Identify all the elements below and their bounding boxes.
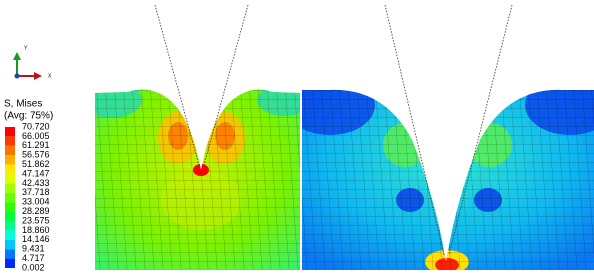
legend-band bbox=[5, 155, 15, 164]
legend-band bbox=[5, 193, 15, 202]
legend-band bbox=[5, 259, 15, 268]
legend-band bbox=[5, 230, 15, 239]
triad-x: X bbox=[48, 73, 52, 79]
color-legend: 70.72066.00561.29156.57651.86247.14742.4… bbox=[5, 121, 50, 272]
legend-band bbox=[5, 165, 15, 174]
left-contour bbox=[82, 80, 313, 272]
legend-label: 0.002 bbox=[22, 262, 45, 272]
legend-band bbox=[5, 212, 15, 221]
triad-y: Y bbox=[24, 45, 28, 51]
legend-band bbox=[5, 249, 15, 258]
legend-band bbox=[5, 240, 15, 249]
legend-band bbox=[5, 221, 15, 230]
legend-band bbox=[5, 136, 15, 145]
legend-band bbox=[5, 146, 15, 155]
right-contour bbox=[285, 75, 594, 274]
figure: Y X S, Mises (Avg: 75%) 70.72066.00561.2… bbox=[0, 0, 594, 276]
axis-triad: Y X bbox=[13, 45, 52, 80]
legend-band bbox=[5, 127, 15, 136]
legend-band bbox=[5, 174, 15, 183]
legend-subtitle: (Avg: 75%) bbox=[4, 111, 53, 122]
legend-title: S, Mises bbox=[4, 99, 42, 110]
legend-band bbox=[5, 183, 15, 192]
legend-band bbox=[5, 202, 15, 211]
